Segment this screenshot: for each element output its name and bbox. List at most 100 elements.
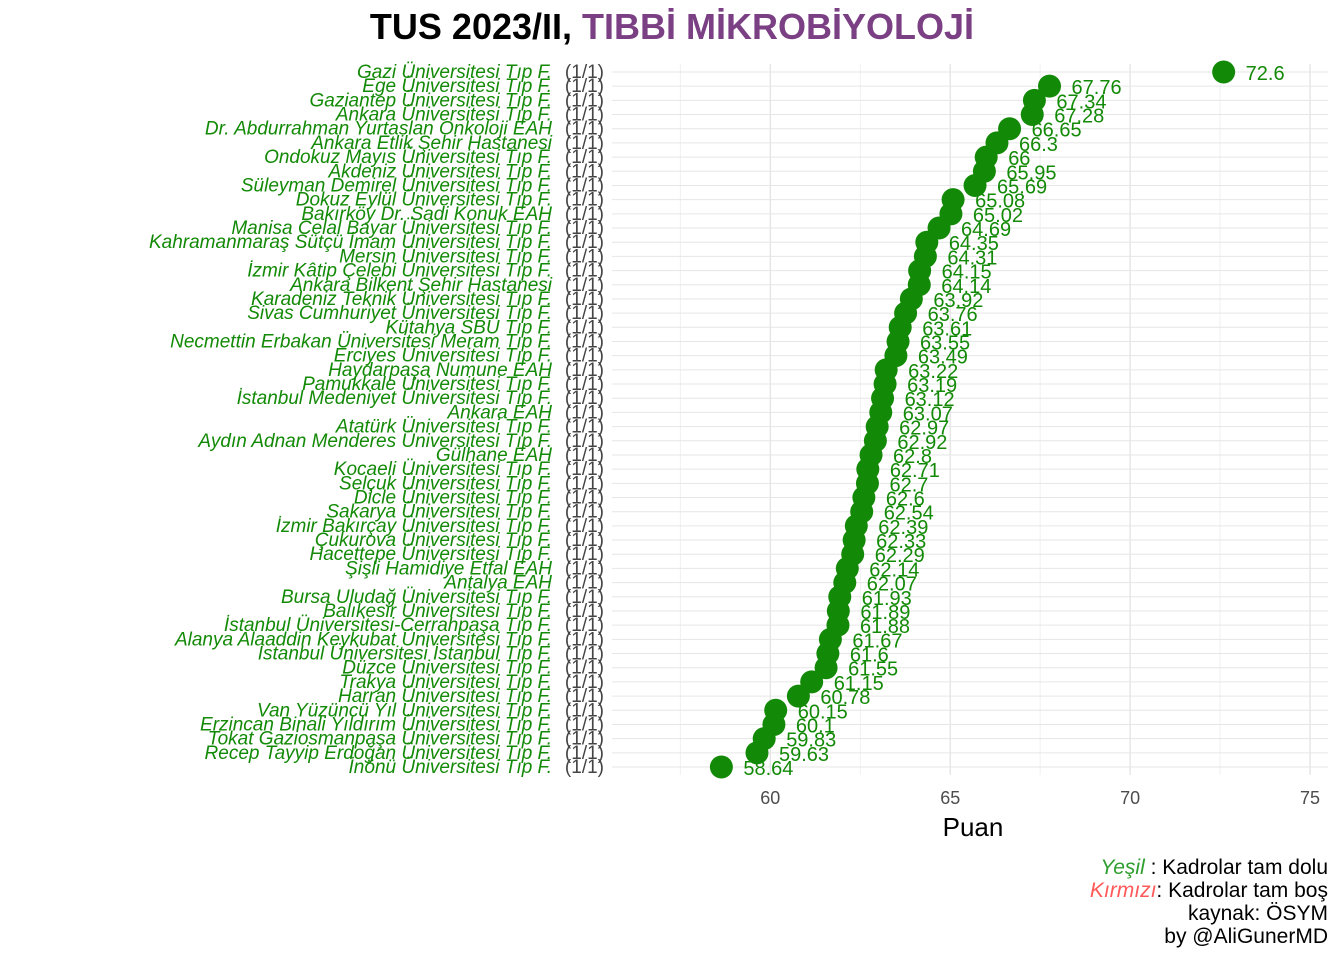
- value-label: 62.07: [867, 574, 917, 596]
- y-tick-label: Erzincan Binali Yıldırım Üniversitesi Tı…: [200, 714, 552, 735]
- y-tick-label: Hacettepe Üniversitesi Tıp F.: [309, 544, 552, 565]
- quota-label: (1/1): [565, 757, 604, 778]
- y-tick-label: Tokat Gaziosmanpaşa Üniversitesi Tıp F.: [208, 729, 552, 750]
- y-tick-label: İstanbul Üniversitesi-Cerrahpaşa Tıp F.: [224, 615, 552, 636]
- y-tick-label: Dokuz Eylül Üniversitesi Tıp F.: [296, 190, 552, 211]
- y-tick-label: Akdeniz Üniversitesi Tıp F.: [327, 161, 552, 182]
- y-tick-label: İzmir Bakırçay Üniversitesi Tıp F.: [276, 516, 552, 537]
- y-tick-label: Recep Tayyip Erdoğan Üniversitesi Tıp F.: [205, 743, 552, 764]
- value-label: 65.69: [997, 176, 1047, 198]
- y-tick-label: Ondokuz Mayıs Üniversitesi Tıp F.: [264, 147, 552, 168]
- quota-label: (1/1): [565, 658, 604, 679]
- quota-label: (1/1): [565, 62, 604, 83]
- y-tick-label: İstanbul Üniversitesi İstanbul Tıp F.: [258, 644, 552, 665]
- y-tick-label: Atatürk Üniversitesi Tıp F.: [335, 417, 552, 438]
- value-label: 66: [1008, 148, 1030, 170]
- y-tick-label: Van Yüzüncü Yıl Üniversitesi Tıp F.: [257, 700, 552, 721]
- y-tick-label: Gaziantep Üniversitesi Tıp F.: [309, 90, 552, 111]
- x-tick-label: 75: [1300, 788, 1320, 808]
- value-label: 62.6: [886, 489, 925, 511]
- value-label: 63.22: [908, 361, 958, 383]
- quota-label: (1/1): [565, 644, 604, 665]
- quota-label: (1/1): [565, 417, 604, 438]
- value-label: 64.69: [961, 219, 1011, 241]
- value-label: 67.34: [1056, 91, 1106, 113]
- value-label: 62.71: [890, 460, 940, 482]
- value-label: 66.65: [1032, 120, 1082, 142]
- y-tick-label: Ankara Üniversitesi Tıp F.: [335, 105, 552, 126]
- quota-label: (1/1): [565, 388, 604, 409]
- major-gridlines: [612, 64, 1328, 775]
- y-tick-label: İstanbul Medeniyet Üniversitesi Tıp F.: [237, 388, 552, 409]
- value-label: 62.7: [889, 474, 928, 496]
- quota-label: (1/1): [565, 544, 604, 565]
- data-point: [786, 684, 810, 708]
- y-tick-label: Bursa Uludağ Üniversitesi Tıp F.: [281, 587, 552, 608]
- value-label: 63.07: [903, 403, 953, 425]
- quota-label: (1/1): [565, 431, 604, 452]
- quota-label: (1/1): [565, 133, 604, 154]
- value-label: 63.61: [922, 318, 972, 340]
- x-axis-ticks: 60 65 70 75: [760, 788, 1320, 808]
- value-label: 62.54: [884, 503, 934, 525]
- value-label: 67.76: [1072, 77, 1122, 99]
- value-label: 64.35: [949, 233, 999, 255]
- value-label: 60.1: [796, 715, 835, 737]
- value-label: 61.55: [848, 659, 898, 681]
- quota-label: (1/1): [565, 161, 604, 182]
- value-label: 61.15: [834, 673, 884, 695]
- value-label: 64.15: [942, 262, 992, 284]
- title-prefix: TUS 2023/II,: [369, 6, 573, 47]
- legend-green-line: Yeşil : Kadrolar tam dolu: [1090, 856, 1328, 879]
- y-tick-label: Selçuk Üniversitesi Tıp F.: [339, 473, 552, 494]
- quota-label: (1/1): [565, 360, 604, 381]
- y-tick-label: Şişli Hamidiye Etfal EAH: [345, 558, 552, 579]
- quota-label: (1/1): [565, 346, 604, 367]
- y-tick-label: Mersin Üniversitesi Tıp F.: [339, 246, 552, 267]
- quota-label: (1/1): [565, 558, 604, 579]
- value-label: 63.19: [907, 375, 957, 397]
- value-label: 66.3: [1019, 134, 1058, 156]
- y-tick-label: Ege Üniversitesi Tıp F.: [362, 76, 552, 97]
- quota-label: (1/1): [565, 473, 604, 494]
- quota-label: (1/1): [565, 175, 604, 196]
- y-tick-label: İzmir Kâtip Çelebi Üniversitesi Tıp F.: [247, 261, 552, 282]
- value-label: 63.92: [933, 290, 983, 312]
- value-label: 64.31: [947, 247, 997, 269]
- quota-label: (1/1): [565, 374, 604, 395]
- quota-label: (1/1): [565, 246, 604, 267]
- legend-green-text: : Kadrolar tam dolu: [1144, 856, 1328, 879]
- quota-label: (1/1): [565, 105, 604, 126]
- quota-label: (1/1): [565, 459, 604, 480]
- quota-label: (1/1): [565, 76, 604, 97]
- value-label: 58.64: [743, 758, 793, 780]
- author-text: by @AliGunerMD: [1164, 925, 1328, 948]
- quota-label: (1/1): [565, 629, 604, 650]
- value-label: 65.95: [1006, 162, 1056, 184]
- value-label: 64.14: [941, 276, 991, 298]
- value-label: 63.12: [905, 389, 955, 411]
- y-tick-label: Ankara Bilkent Şehir Hastanesi: [289, 275, 553, 296]
- caption: Yeşil : Kadrolar tam dolu Kırmızı: Kadro…: [1090, 856, 1328, 948]
- value-label: 62.14: [869, 559, 919, 581]
- quota-label: (1/1): [565, 488, 604, 509]
- quota-label: (1/1): [565, 303, 604, 324]
- y-tick-label: Balıkesir Üniversitesi Tıp F.: [323, 601, 552, 622]
- x-tick-label: 65: [940, 788, 960, 808]
- quota-label: (1/1): [565, 516, 604, 537]
- legend-red-word: Kırmızı: [1089, 879, 1157, 902]
- quota-label: (1/1): [565, 402, 604, 423]
- data-point: [745, 741, 769, 765]
- quota-label: (1/1): [565, 714, 604, 735]
- quota-label: (1/1): [565, 90, 604, 111]
- quota-label: (1/1): [565, 502, 604, 523]
- y-tick-label: Necmettin Erbakan Üniversitesi Meram Tıp…: [170, 331, 552, 352]
- quota-label: (1/1): [565, 686, 604, 707]
- value-label: 62.33: [876, 531, 926, 553]
- value-label: 62.97: [899, 418, 949, 440]
- value-label: 63.49: [918, 347, 968, 369]
- y-tick-label: Trakya Üniversitesi Tıp F.: [339, 672, 552, 693]
- value-label: 61.88: [860, 616, 910, 638]
- value-label: 62.29: [875, 545, 925, 567]
- quota-label: (1/1): [565, 190, 604, 211]
